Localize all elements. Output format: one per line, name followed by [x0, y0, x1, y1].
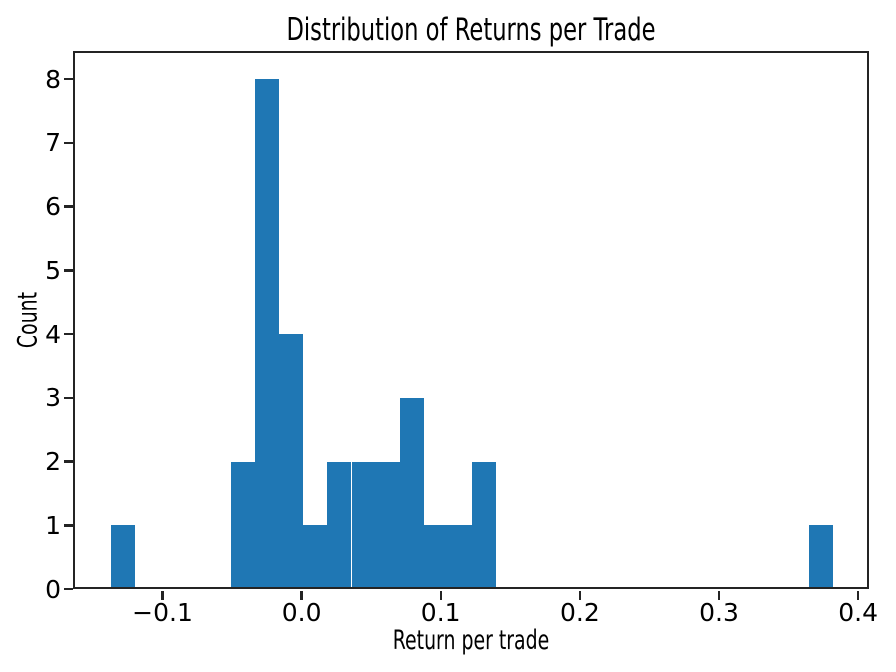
y-tick-mark — [64, 332, 73, 336]
histogram-bar — [255, 79, 280, 589]
y-tick-mark — [64, 141, 73, 144]
x-tick-mark — [161, 591, 164, 600]
histogram-bar — [110, 525, 135, 589]
histogram-bar — [279, 334, 304, 589]
histogram-bar — [327, 461, 352, 589]
x-tick-mark — [300, 591, 303, 600]
histogram-bar — [471, 461, 496, 589]
x-tick-label: 0.2 — [560, 597, 600, 627]
y-tick-label: 3 — [45, 383, 61, 413]
x-tick-label: 0.3 — [699, 597, 739, 627]
histogram-bar — [303, 525, 328, 589]
y-tick-label: 1 — [45, 510, 61, 540]
y-tick-label: 2 — [45, 447, 61, 476]
y-tick-mark — [64, 524, 73, 527]
y-tick-mark — [64, 587, 73, 591]
histogram-bar — [423, 525, 448, 589]
y-tick-label: 0 — [45, 574, 61, 604]
x-tick-mark — [856, 591, 860, 600]
y-tick-label: 5 — [45, 255, 61, 285]
y-tick-label: 4 — [45, 319, 61, 349]
x-tick-mark — [439, 591, 442, 600]
x-axis-label: Return per trade — [392, 625, 550, 656]
x-tick-label: −0.1 — [132, 597, 193, 627]
histogram-bar — [351, 461, 376, 589]
x-tick-mark — [717, 591, 721, 600]
chart-title: Distribution of Returns per Trade — [286, 12, 656, 48]
plot-area — [73, 51, 869, 589]
y-tick-label: 8 — [45, 64, 61, 94]
histogram-bar — [375, 461, 400, 589]
y-tick-label: 7 — [45, 128, 61, 158]
x-tick-label: 0.4 — [838, 597, 878, 627]
histogram-bar — [399, 397, 424, 589]
y-tick-mark — [64, 396, 73, 399]
y-tick-mark — [64, 77, 73, 81]
histogram-bar — [231, 461, 256, 589]
x-tick-label: 0.0 — [281, 597, 322, 627]
histogram-bar — [808, 525, 833, 589]
histogram-bar — [447, 525, 472, 589]
y-tick-label: 6 — [45, 192, 61, 221]
bars-layer — [73, 51, 869, 589]
y-tick-mark — [64, 460, 73, 463]
y-tick-mark — [64, 269, 73, 272]
x-tick-label: 0.1 — [420, 597, 461, 627]
x-tick-mark — [578, 591, 582, 600]
y-tick-mark — [64, 205, 73, 208]
